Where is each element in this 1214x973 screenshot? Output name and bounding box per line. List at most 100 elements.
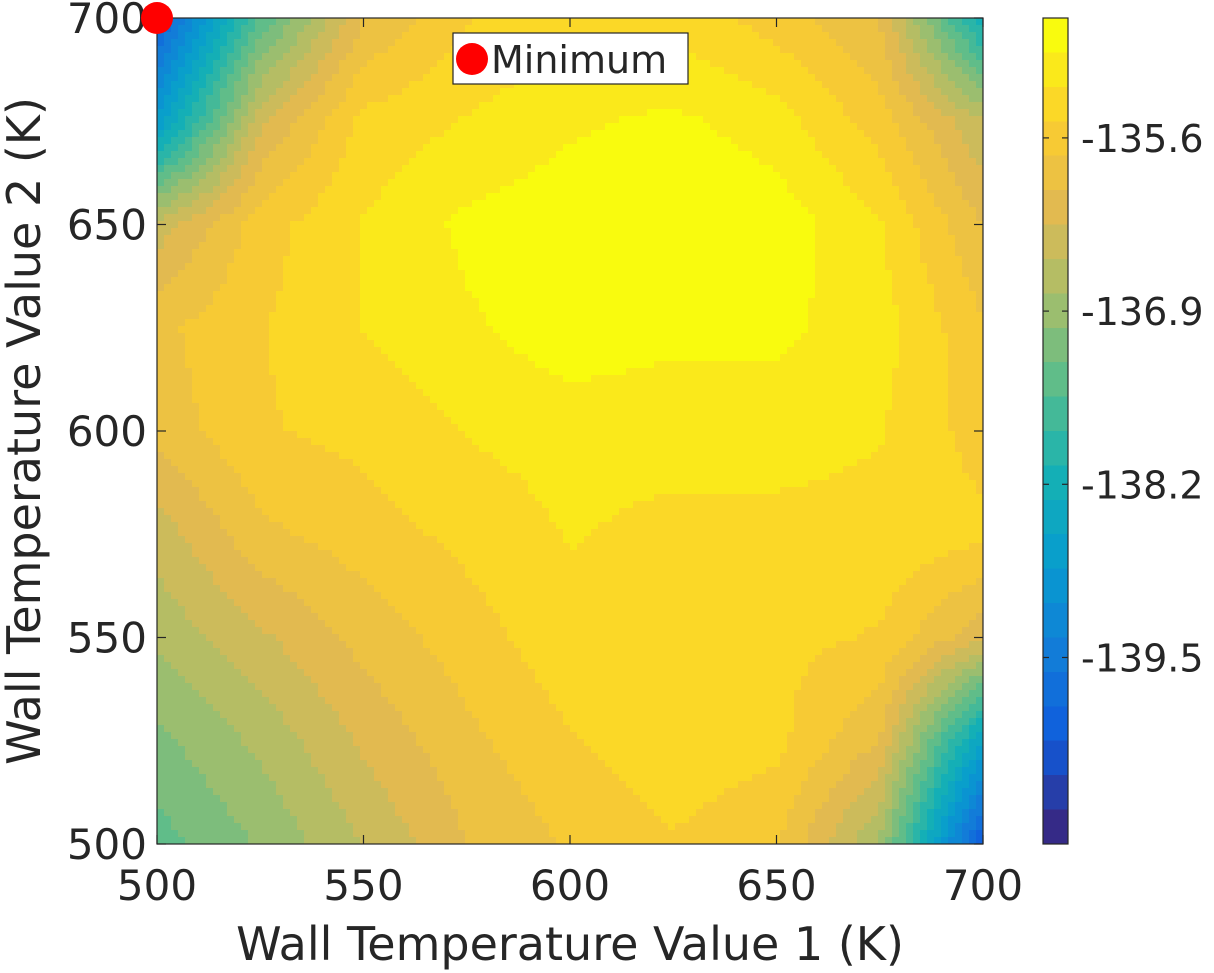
contour-cell: [815, 186, 823, 194]
contour-cell: [843, 298, 851, 306]
contour-cell: [724, 123, 732, 131]
contour-cell: [227, 123, 235, 131]
contour-cell: [745, 207, 753, 215]
contour-cell: [647, 193, 655, 201]
contour-cell: [801, 291, 809, 299]
contour-cell: [843, 102, 851, 110]
contour-cell: [563, 95, 571, 103]
contour-cell: [962, 249, 970, 257]
contour-cell: [696, 172, 704, 180]
contour-cell: [213, 312, 221, 320]
contour-cell: [920, 270, 928, 278]
contour-cell: [836, 95, 844, 103]
contour-cell: [318, 214, 326, 222]
contour-cell: [507, 151, 515, 159]
contour-cell: [906, 270, 914, 278]
contour-cell: [843, 32, 851, 40]
contour-cell: [899, 39, 907, 47]
contour-cell: [416, 116, 424, 124]
contour-cell: [374, 67, 382, 75]
contour-cell: [843, 165, 851, 173]
contour-cell: [906, 214, 914, 222]
contour-cell: [927, 291, 935, 299]
contour-cell: [563, 207, 571, 215]
contour-cell: [297, 116, 305, 124]
contour-cell: [248, 221, 256, 229]
contour-cell: [360, 186, 368, 194]
contour-cell: [255, 207, 263, 215]
contour-cell: [185, 18, 193, 26]
contour-cell: [556, 137, 564, 145]
contour-cell: [710, 193, 718, 201]
contour-cell: [360, 165, 368, 173]
contour-cell: [276, 74, 284, 82]
contour-cell: [157, 74, 165, 82]
contour-cell: [815, 158, 823, 166]
contour-cell: [528, 130, 536, 138]
contour-cell: [556, 249, 564, 257]
contour-cell: [199, 214, 207, 222]
contour-cell: [542, 18, 550, 26]
contour-cell: [297, 298, 305, 306]
contour-cell: [577, 172, 585, 180]
contour-cell: [822, 95, 830, 103]
contour-cell: [920, 291, 928, 299]
contour-cell: [360, 305, 368, 313]
contour-cell: [549, 263, 557, 271]
contour-cell: [661, 186, 669, 194]
contour-cell: [325, 39, 333, 47]
contour-cell: [598, 214, 606, 222]
contour-cell: [801, 158, 809, 166]
contour-cell: [339, 179, 347, 187]
contour-cell: [178, 18, 186, 26]
contour-cell: [367, 298, 375, 306]
contour-cell: [304, 305, 312, 313]
contour-cell: [563, 137, 571, 145]
contour-cell: [290, 270, 298, 278]
contour-cell: [332, 95, 340, 103]
contour-cell: [220, 193, 228, 201]
contour-cell: [787, 53, 795, 61]
contour-cell: [808, 88, 816, 96]
contour-cell: [192, 305, 200, 313]
contour-cell: [647, 207, 655, 215]
contour-cell: [654, 193, 662, 201]
contour-cell: [206, 67, 214, 75]
contour-cell: [332, 25, 340, 33]
contour-cell: [591, 277, 599, 285]
contour-cell: [549, 291, 557, 299]
contour-cell: [199, 102, 207, 110]
contour-cell: [514, 144, 522, 152]
contour-cell: [577, 242, 585, 250]
contour-cell: [948, 74, 956, 82]
contour-cell: [864, 130, 872, 138]
contour-cell: [255, 235, 263, 243]
contour-cell: [675, 116, 683, 124]
contour-cell: [206, 123, 214, 131]
contour-cell: [206, 214, 214, 222]
contour-cell: [878, 46, 886, 54]
contour-cell: [227, 144, 235, 152]
contour-cell: [976, 102, 983, 110]
contour-cell: [262, 18, 270, 26]
contour-cell: [871, 228, 879, 236]
contour-cell: [556, 193, 564, 201]
contour-cell: [234, 270, 242, 278]
contour-cell: [262, 256, 270, 264]
contour-cell: [948, 109, 956, 117]
contour-cell: [913, 228, 921, 236]
contour-cell: [374, 88, 382, 96]
contour-cell: [325, 151, 333, 159]
contour-cell: [367, 32, 375, 40]
contour-cell: [773, 235, 781, 243]
contour-field: [157, 18, 983, 844]
contour-cell: [528, 228, 536, 236]
contour-cell: [717, 32, 725, 40]
contour-cell: [766, 298, 774, 306]
contour-cell: [710, 74, 718, 82]
contour-cell: [857, 305, 865, 313]
contour-cell: [451, 193, 459, 201]
contour-cell: [976, 305, 983, 313]
contour-cell: [941, 305, 949, 313]
contour-cell: [815, 228, 823, 236]
